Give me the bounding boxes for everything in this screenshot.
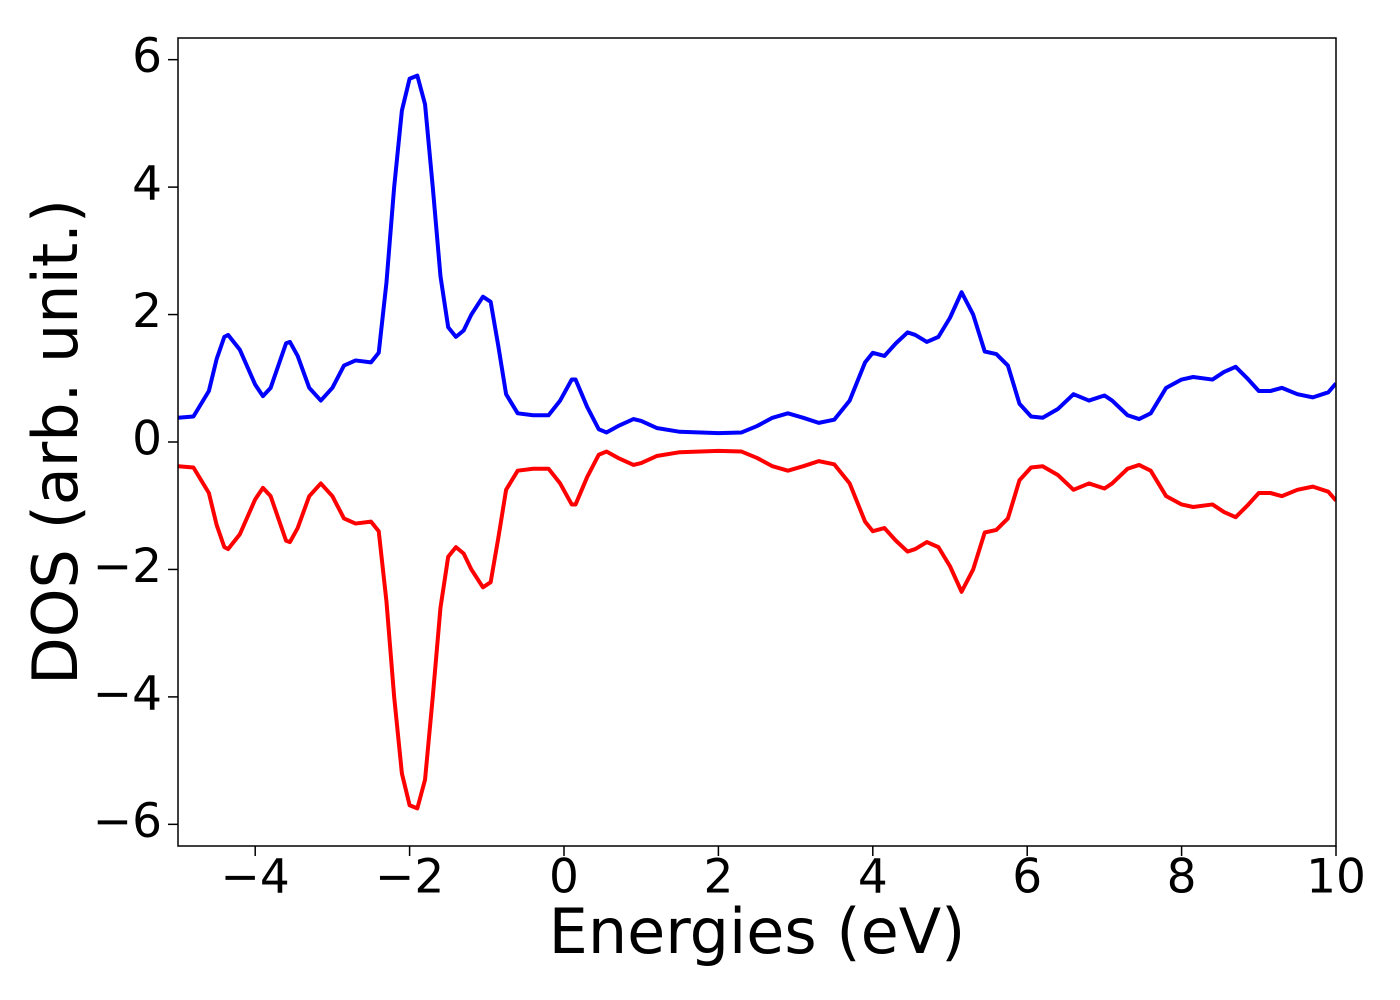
- y-tick-label: −6: [93, 794, 162, 849]
- y-tick-label: 6: [132, 29, 162, 84]
- x-tick-label: 10: [1306, 850, 1366, 905]
- plot-frame: [177, 37, 1337, 847]
- x-tick-label: 2: [703, 850, 733, 905]
- y-tick-label: 0: [132, 412, 162, 467]
- y-tick-label: −2: [93, 539, 162, 594]
- y-tick-label: 4: [132, 157, 162, 212]
- x-tick-label: 4: [858, 850, 888, 905]
- line: [178, 73, 1336, 436]
- x-tick-label: 6: [1012, 850, 1042, 905]
- x-tick-label: −4: [221, 850, 290, 905]
- x-tick-label: −2: [375, 850, 444, 905]
- x-axis-label: Energies (eV): [549, 895, 966, 968]
- y-tick-label: −4: [93, 666, 162, 721]
- y-tick-label: 2: [132, 284, 162, 339]
- y-axis-label: DOS (arb. unit.): [19, 199, 92, 685]
- line: [178, 448, 1336, 811]
- x-tick-label: 8: [1167, 850, 1197, 905]
- x-tick-label: 0: [549, 850, 579, 905]
